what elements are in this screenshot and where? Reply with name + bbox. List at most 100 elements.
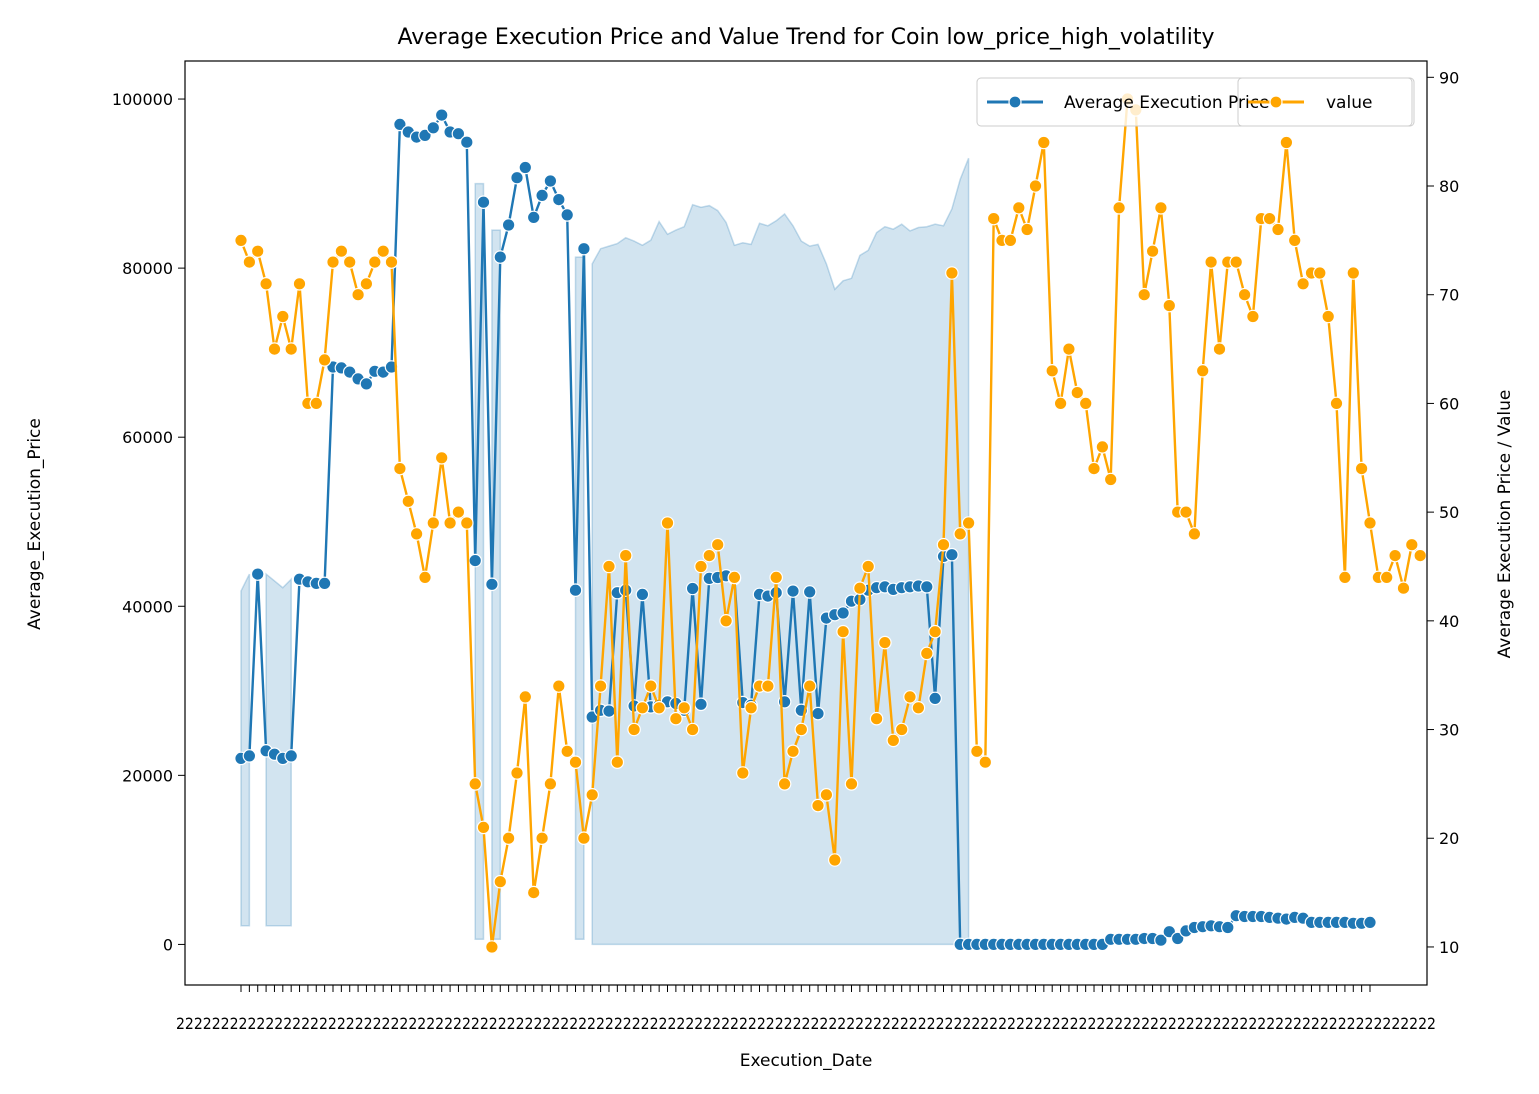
series-1-point-58 [719,613,733,628]
series-1-point-99 [1062,342,1076,356]
x-ticks: 2222222222222222222222222222222222222222… [176,985,1436,1033]
right-y-tick-label-4: 50 [1439,503,1459,522]
series-1-point-39 [560,744,574,759]
series-1-point-90 [986,211,1001,226]
series-1-point-96 [1037,135,1051,150]
series-0-point-54 [685,581,700,596]
value-series-layer [234,92,1427,954]
series-1-point-94 [1020,222,1034,237]
series-0-point-10 [317,576,332,591]
series-1-point-74 [853,581,867,595]
series-1-point-108 [1137,287,1151,302]
left-y-tick-label-5: 100000 [112,90,173,109]
right-y-tick-label-2: 30 [1439,721,1459,740]
series-1-point-110 [1154,201,1168,215]
series-1-point-47 [627,722,641,737]
series-0-point-83 [928,691,942,706]
series-0-point-38 [551,192,566,207]
series-1-point-46 [618,548,633,563]
series-1-point-120 [1237,287,1252,302]
series-1-point-129 [1313,266,1327,280]
series-0-point-69 [811,706,825,721]
series-0-point-26 [451,126,466,141]
series-1-point-67 [794,722,809,737]
right-y-axis-label: Average Execution Price / Value [1495,390,1515,659]
series-1-point-140 [1405,537,1419,552]
series-1-point-64 [769,570,783,585]
series-0-point-33 [510,170,524,185]
series-1-point-75 [861,559,875,574]
series-1-point-55 [694,559,708,574]
series-1-point-92 [1003,233,1018,248]
series-1-point-68 [802,679,817,693]
series-1-point-23 [426,516,441,530]
series-1-point-66 [786,744,800,759]
legend-price-marker [1008,95,1022,109]
series-1-point-37 [543,777,558,791]
series-1-point-95 [1028,179,1043,193]
series-1-point-86 [953,527,967,541]
series-0-point-66 [786,584,800,598]
price-series-layer [234,108,1377,952]
series-1-point-24 [434,450,449,465]
legend-value: value [1237,77,1413,127]
series-1-point-45 [610,755,625,769]
series-1-point-60 [735,766,750,780]
series-1-point-31 [493,874,508,889]
series-1-point-28 [468,777,482,791]
series-1-point-43 [593,679,608,693]
series-1-point-59 [727,570,742,585]
series-1-point-97 [1045,363,1059,378]
legend-value-label: value [1326,93,1372,113]
series-1-point-137 [1379,570,1394,585]
series-1-point-27 [459,516,474,530]
series-1-point-18 [384,255,399,269]
series-1-point-133 [1346,266,1361,280]
series-1-point-30 [485,940,499,954]
series-0-point-72 [836,606,850,620]
left-y-tick-label-1: 20000 [122,766,173,785]
series-0-point-36 [535,188,549,203]
series-1-point-141 [1413,548,1427,563]
legend-value-box [1237,77,1413,127]
series-1-point-4 [267,342,282,356]
series-0-point-68 [802,585,817,599]
series-0-point-6 [284,749,298,763]
series-1-point-93 [1011,201,1026,215]
series-1-point-139 [1396,581,1411,595]
series-1-point-40 [568,755,583,769]
series-0-point-32 [501,218,516,232]
legend-price-box [976,77,1415,127]
series-0-point-35 [526,210,541,225]
series-0-point-135 [1363,915,1377,930]
series-0-point-40 [568,583,583,597]
right-y-tick-label-1: 20 [1439,829,1459,848]
series-1-point-113 [1179,505,1193,519]
series-1-point-127 [1296,276,1310,291]
series-1-point-88 [970,744,984,759]
series-0-point-15 [359,377,374,391]
series-1-point-6 [284,342,298,356]
series-1-point-77 [878,635,892,650]
legend-value-marker [1269,95,1283,109]
series-0-point-55 [694,697,708,712]
series-1-point-26 [451,505,466,519]
series-1-point-16 [367,255,382,269]
series-1-point-82 [919,646,934,661]
series-0-point-110 [1154,933,1168,947]
series-1-point-72 [836,624,850,639]
series-0-point-28 [468,553,482,568]
x-tick-labels: 2222222222222222222222222222222222222222… [176,1014,1436,1033]
series-1-point-50 [652,700,666,715]
series-1-point-41 [577,831,591,845]
series-1-point-119 [1229,255,1243,269]
series-0-point-118 [1221,920,1235,935]
series-1-point-53 [677,700,691,715]
series-0-point-27 [459,135,474,149]
series-1-point-33 [510,766,524,780]
left-y-axis: 0 20000 40000 60000 80000 100000 [112,90,185,954]
series-1-point-134 [1354,461,1369,476]
series-1-point-76 [869,711,884,726]
series-1-point-115 [1195,363,1210,378]
